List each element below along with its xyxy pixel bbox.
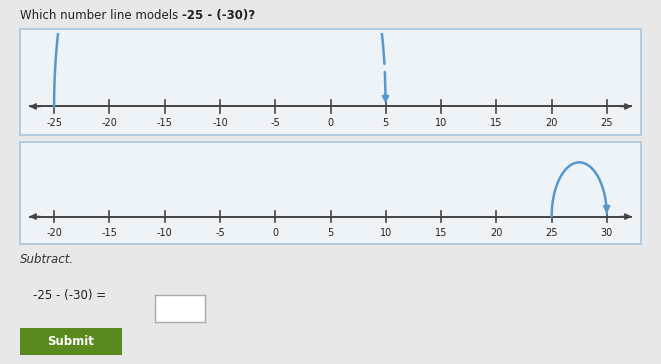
Text: -20: -20 bbox=[101, 118, 117, 128]
Text: 20: 20 bbox=[490, 228, 502, 238]
Text: -15: -15 bbox=[157, 118, 173, 128]
Text: 20: 20 bbox=[545, 118, 558, 128]
Text: -20: -20 bbox=[46, 228, 62, 238]
Text: 10: 10 bbox=[379, 228, 392, 238]
Text: -5: -5 bbox=[270, 118, 280, 128]
Text: 25: 25 bbox=[545, 228, 558, 238]
Text: -25 - (-30) =: -25 - (-30) = bbox=[33, 289, 106, 302]
Text: Subtract.: Subtract. bbox=[20, 253, 74, 266]
Text: 5: 5 bbox=[327, 228, 334, 238]
Text: 15: 15 bbox=[435, 228, 447, 238]
Text: 0: 0 bbox=[327, 118, 334, 128]
Text: -15: -15 bbox=[101, 228, 117, 238]
Text: 10: 10 bbox=[435, 118, 447, 128]
Text: 30: 30 bbox=[601, 228, 613, 238]
Text: Which number line models: Which number line models bbox=[20, 9, 182, 22]
Text: 25: 25 bbox=[601, 118, 613, 128]
Text: 5: 5 bbox=[383, 118, 389, 128]
Text: 0: 0 bbox=[272, 228, 278, 238]
Text: -25: -25 bbox=[46, 118, 62, 128]
Text: -10: -10 bbox=[157, 228, 173, 238]
FancyBboxPatch shape bbox=[15, 326, 128, 356]
Text: -25 - (-30)?: -25 - (-30)? bbox=[182, 9, 255, 22]
Text: -10: -10 bbox=[212, 118, 228, 128]
Text: Submit: Submit bbox=[48, 335, 95, 348]
Text: -5: -5 bbox=[215, 228, 225, 238]
Text: 15: 15 bbox=[490, 118, 502, 128]
